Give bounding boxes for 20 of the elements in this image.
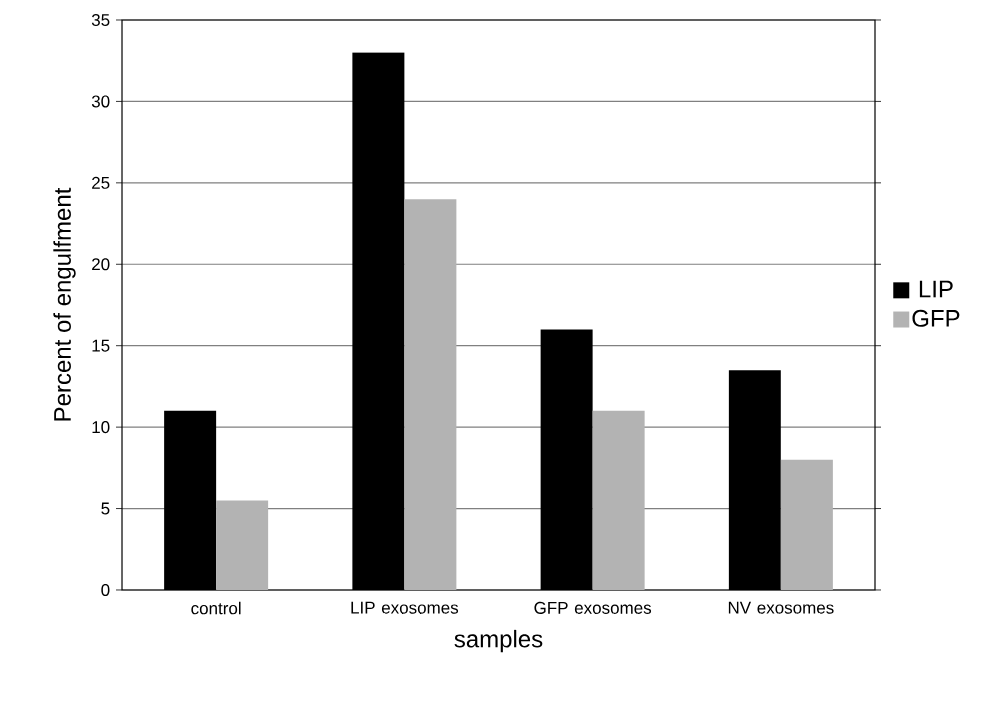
x-tick-label: LIP exosomes (351, 601, 459, 614)
y-tick-label: 5 (101, 502, 110, 515)
y-axis-title: Percent of engulfment (53, 187, 76, 421)
x-tick-label: NV exosomes (728, 601, 834, 614)
y-tick-label: 25 (92, 176, 110, 189)
y-tick-label: 35 (91, 13, 110, 27)
x-axis-title: samples (454, 629, 543, 653)
y-tick-label: 20 (92, 258, 110, 271)
bar (404, 199, 457, 590)
y-tick-label: 10 (92, 421, 110, 434)
x-tick-label: GFP exosomes (534, 601, 652, 614)
y-tick-label: 15 (92, 339, 110, 352)
bar (780, 459, 833, 590)
y-tick-label: 30 (91, 95, 110, 108)
y-tick-label: 0 (101, 583, 110, 597)
legend-label: LIP (919, 280, 953, 298)
bar (592, 410, 645, 590)
bar (216, 500, 269, 590)
x-tick-label: control (191, 601, 241, 615)
legend-label: GFP (912, 309, 960, 327)
